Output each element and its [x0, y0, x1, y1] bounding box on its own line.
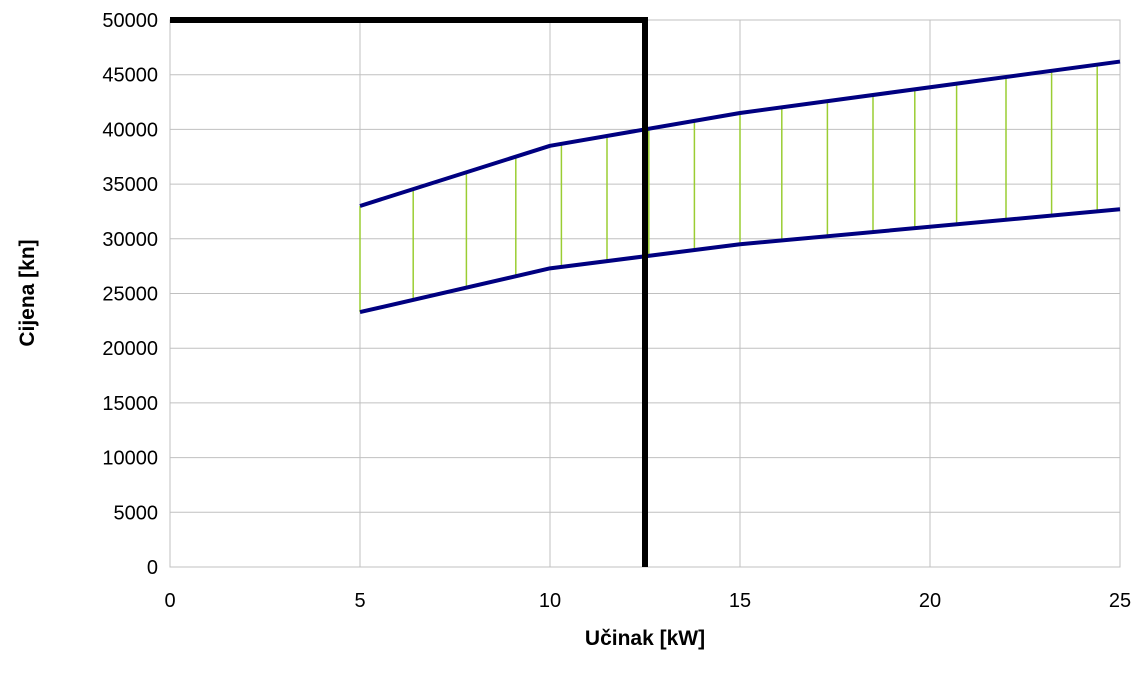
x-tick-label: 0 [164, 590, 175, 612]
y-tick-label: 0 [147, 557, 158, 579]
y-axis-title: Cijena [kn] [16, 239, 39, 346]
y-tick-label: 45000 [102, 65, 158, 87]
y-tick-label: 15000 [102, 393, 158, 415]
x-tick-label: 25 [1109, 590, 1131, 612]
y-tick-label: 20000 [102, 338, 158, 360]
y-tick-label: 35000 [102, 174, 158, 196]
y-tick-labels: 0 5000 10000 15000 20000 25000 30000 35000 40000… [102, 10, 158, 579]
y-tick-label: 10000 [102, 448, 158, 470]
x-tick-labels: 0 5 10 15 20 25 [164, 590, 1131, 612]
x-tick-label: 15 [729, 590, 751, 612]
y-tick-label: 50000 [102, 10, 158, 32]
x-axis-title: Učinak [kW] [585, 627, 705, 650]
x-tick-label: 10 [539, 590, 561, 612]
x-tick-label: 5 [354, 590, 365, 612]
y-tick-label: 40000 [102, 119, 158, 141]
x-tick-label: 20 [919, 590, 941, 612]
y-tick-label: 5000 [114, 502, 159, 524]
y-tick-label: 25000 [102, 284, 158, 306]
y-tick-label: 30000 [102, 229, 158, 251]
